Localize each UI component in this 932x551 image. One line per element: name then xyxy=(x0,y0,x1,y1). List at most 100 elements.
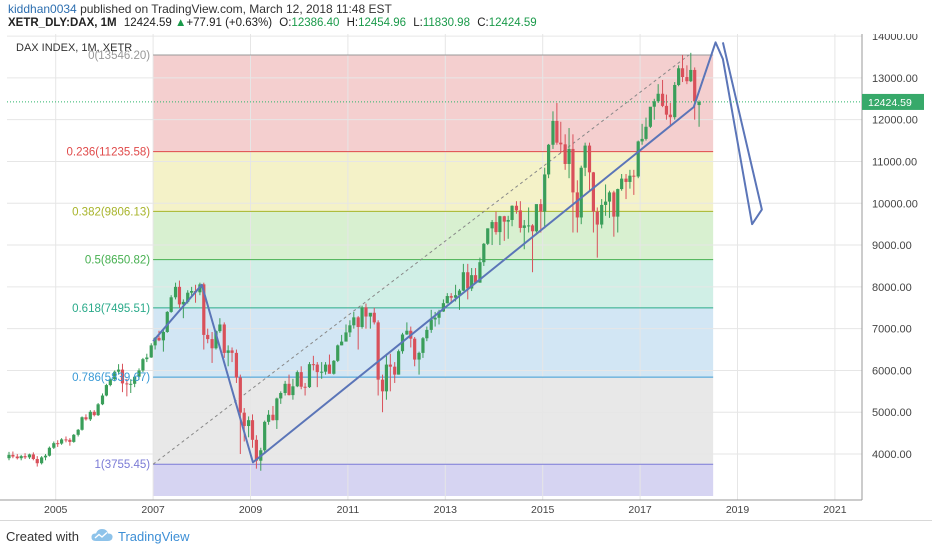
y-tick-label: 14000.00 xyxy=(872,34,918,43)
fib-level-label: 0(13546.20) xyxy=(88,50,150,62)
price-change: +77.91 (+0.63%) xyxy=(186,17,273,29)
candle-body xyxy=(145,357,149,360)
candle-body xyxy=(157,337,161,341)
candle-body xyxy=(153,337,157,346)
candle-body xyxy=(340,341,344,346)
candle-body xyxy=(344,332,348,342)
candle-body xyxy=(283,383,287,394)
candle-body xyxy=(303,386,307,388)
candle-body xyxy=(673,84,677,118)
y-tick-label: 8000.00 xyxy=(872,282,912,294)
candle-body xyxy=(591,172,595,212)
y-tick-label: 9000.00 xyxy=(872,240,912,252)
candle-body xyxy=(648,106,652,127)
candle-body xyxy=(433,317,437,320)
candle-body xyxy=(527,225,531,227)
candle-body xyxy=(88,411,92,420)
candle-body xyxy=(64,439,68,441)
candle-body xyxy=(56,443,60,445)
candle-body xyxy=(186,292,190,302)
candle-body xyxy=(311,364,315,366)
tradingview-brand-link[interactable]: TradingView xyxy=(118,529,190,544)
fib-zone xyxy=(153,259,714,308)
candle-body xyxy=(457,290,462,296)
candle-body xyxy=(238,377,242,413)
candle-body xyxy=(652,101,656,107)
candle-body xyxy=(129,383,133,385)
candle-body xyxy=(417,352,421,360)
x-tick-label: 2021 xyxy=(823,504,847,516)
x-tick-label: 2013 xyxy=(434,504,458,516)
close-value: 12424.59 xyxy=(488,17,537,29)
candle-body xyxy=(571,148,575,193)
candle-body xyxy=(356,317,360,327)
candle-body xyxy=(624,178,628,182)
candle-body xyxy=(177,286,182,305)
fib-level-label: 0.382(9806.13) xyxy=(72,206,150,218)
candle-body xyxy=(275,398,279,421)
candle-body xyxy=(587,145,592,173)
candle-body xyxy=(405,330,409,335)
candle-body xyxy=(266,414,271,422)
candle-body xyxy=(522,225,526,228)
candle-body xyxy=(603,201,608,205)
candle-body xyxy=(52,443,56,448)
candle-body xyxy=(388,364,392,367)
candle-body xyxy=(551,120,555,145)
candle-body xyxy=(104,385,108,396)
candle-body xyxy=(502,216,506,222)
candle-body xyxy=(486,228,490,244)
candle-body xyxy=(644,126,648,139)
candle-body xyxy=(47,447,52,456)
candle-body xyxy=(202,284,206,335)
candle-body xyxy=(680,68,685,78)
fibonacci-trend-line xyxy=(152,54,690,465)
candle-body xyxy=(92,411,96,416)
candle-body xyxy=(279,393,283,399)
fib-level-label: 0.618(7495.51) xyxy=(72,303,150,315)
candle-body xyxy=(693,69,697,102)
candle-body xyxy=(677,68,681,85)
x-tick-label: 2015 xyxy=(531,504,555,516)
candle-body xyxy=(222,324,226,353)
candle-body xyxy=(291,386,295,396)
candle-body xyxy=(466,272,470,289)
candle-body xyxy=(120,369,125,384)
candle-body xyxy=(530,225,535,232)
publication-info: published on TradingView.com, March 12, … xyxy=(80,2,392,16)
candle-body xyxy=(35,459,39,464)
candle-body xyxy=(473,275,478,283)
fib-zone xyxy=(153,211,714,260)
author-username[interactable]: kiddhan0034 xyxy=(8,2,77,16)
x-axis-tick-labels: 2005 2007 2009 2011 2013 2015 2017 2019 2021 xyxy=(44,504,847,516)
candle-body xyxy=(368,312,372,317)
x-tick-label: 2011 xyxy=(337,504,360,516)
candle-body xyxy=(559,142,563,145)
candle-body xyxy=(43,455,48,458)
candle-body xyxy=(27,454,32,458)
up-arrow-icon: ▲ xyxy=(175,17,187,29)
candle-body xyxy=(612,192,616,217)
y-tick-label: 6000.00 xyxy=(872,365,912,377)
candle-body xyxy=(506,219,510,222)
x-tick-label: 2007 xyxy=(141,504,165,516)
fibonacci-level-labels: 0(13546.20) 0.236(11235.58) 0.382(9806.13)… xyxy=(67,50,151,471)
dax-candlestick-chart[interactable]: 0(13546.20) 0.236(11235.58) 0.382(9806.13)… xyxy=(0,34,932,520)
candle-body xyxy=(242,412,246,427)
grid-lines xyxy=(7,34,862,500)
candle-body xyxy=(141,359,145,371)
candle-body xyxy=(23,456,27,458)
x-tick-label: 2017 xyxy=(628,504,652,516)
fib-level-label: 0.236(11235.58) xyxy=(67,147,151,159)
candle-body xyxy=(461,272,465,291)
y-tick-label: 12000.00 xyxy=(872,115,918,127)
candle-body xyxy=(327,364,332,374)
candle-body xyxy=(206,334,210,340)
candle-body xyxy=(380,379,385,392)
x-tick-label: 2005 xyxy=(44,504,68,516)
candle-body xyxy=(595,211,599,225)
footer-bar: Created with TradingView xyxy=(0,520,932,551)
candle-body xyxy=(320,371,324,373)
candle-body xyxy=(376,322,380,380)
candle-body xyxy=(307,364,312,388)
